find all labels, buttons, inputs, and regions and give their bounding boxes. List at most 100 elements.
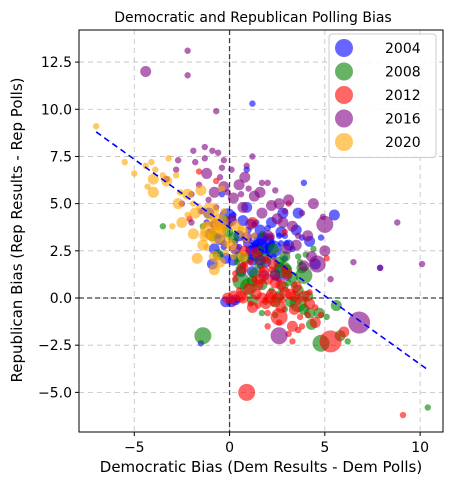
data-point-2008 [295,253,301,259]
data-point-2012 [299,323,305,329]
data-point-2016 [327,276,333,282]
y-tick-label: 0.0 [50,291,72,307]
data-point-2016 [190,148,196,154]
data-point-2016 [221,157,227,163]
data-point-2012 [310,317,321,328]
data-point-2016 [291,240,302,251]
data-point-2016 [249,191,260,202]
data-point-2016 [245,185,251,191]
data-point-2020 [131,170,137,176]
data-point-2020 [220,236,231,247]
data-point-2020 [237,251,248,262]
data-point-2012 [255,302,261,308]
data-point-2020 [251,233,257,239]
y-tick-label: 12.5 [41,55,72,71]
data-point-2012 [232,276,238,282]
data-point-2016 [256,208,267,219]
data-point-2012 [230,299,236,305]
data-point-2016 [202,155,208,161]
data-point-2012 [282,229,288,235]
data-point-2012 [251,276,257,282]
legend-marker [335,63,353,81]
data-point-2012 [320,330,342,352]
data-point-2016 [320,214,326,220]
data-point-2020 [144,183,150,189]
data-point-2016 [209,148,215,154]
y-tick-label: −2.5 [38,338,72,354]
y-tick-label: −5.0 [38,385,72,401]
data-point-2008 [425,404,431,410]
data-point-2016 [213,108,219,114]
data-point-2016 [306,251,317,262]
x-tick-label: 0 [225,440,234,456]
data-point-2012 [259,266,265,272]
data-point-2012 [276,279,287,290]
data-point-2012 [306,289,312,295]
data-point-2012 [251,289,262,300]
data-point-2016 [237,202,248,213]
data-point-2016 [295,233,301,239]
data-point-2016 [308,198,319,209]
data-point-2016 [319,245,330,256]
data-point-2016 [281,243,292,254]
data-point-2016 [277,217,288,228]
data-point-2016 [205,197,211,203]
legend: 2004 2008 2012 2016 2020 [329,34,436,158]
data-point-2012 [280,297,286,303]
data-point-2012 [264,323,270,329]
data-point-2020 [173,172,179,178]
data-point-2008 [268,243,279,254]
data-point-2020 [209,264,220,275]
data-point-2020 [173,198,184,209]
data-point-2016 [228,166,234,172]
data-point-2020 [195,185,206,196]
data-point-2016 [282,208,288,214]
data-point-2012 [247,259,253,265]
data-point-2020 [207,234,213,240]
data-point-2020 [188,228,199,239]
data-point-2016 [188,219,194,225]
data-point-2016 [184,72,190,78]
data-point-2012 [281,268,292,279]
data-point-2012 [297,314,303,320]
data-point-2016 [209,187,220,198]
data-point-2012 [338,326,349,337]
data-point-2012 [400,412,406,418]
data-point-2008 [259,310,265,316]
data-point-2016 [394,219,400,225]
data-point-2016 [140,66,151,77]
data-point-2020 [238,225,244,231]
data-point-2016 [299,210,305,216]
data-point-2016 [238,191,244,197]
data-point-2016 [270,270,281,281]
legend-label: 2012 [385,88,421,104]
data-point-2016 [350,259,356,265]
data-point-2012 [264,310,270,316]
chart-title: Democratic and Republican Polling Bias [114,10,391,26]
y-tick-label: 2.5 [50,244,72,260]
data-point-2004 [276,233,282,239]
x-axis-label: Democratic Bias (Dem Results - Dem Polls… [100,458,422,476]
legend-marker [335,133,353,151]
data-point-2012 [295,299,301,305]
data-point-2012 [247,300,253,306]
data-point-2016 [255,255,266,266]
data-point-2020 [219,185,225,191]
data-point-2020 [160,172,166,178]
data-point-2016 [173,166,179,172]
data-point-2016 [175,157,181,163]
data-point-2004 [249,100,255,106]
data-point-2016 [219,165,225,171]
data-point-2008 [345,338,351,344]
data-point-2012 [232,270,238,276]
x-tick-label: −5 [124,440,145,456]
data-point-2004 [301,180,307,186]
x-tick-label: 5 [320,440,329,456]
data-point-2008 [194,327,211,344]
data-point-2016 [274,198,285,209]
data-point-2020 [122,159,128,165]
legend-label: 2004 [385,41,421,57]
data-point-2012 [236,287,242,293]
y-tick-label: 5.0 [50,197,72,213]
legend-label: 2016 [385,112,421,128]
